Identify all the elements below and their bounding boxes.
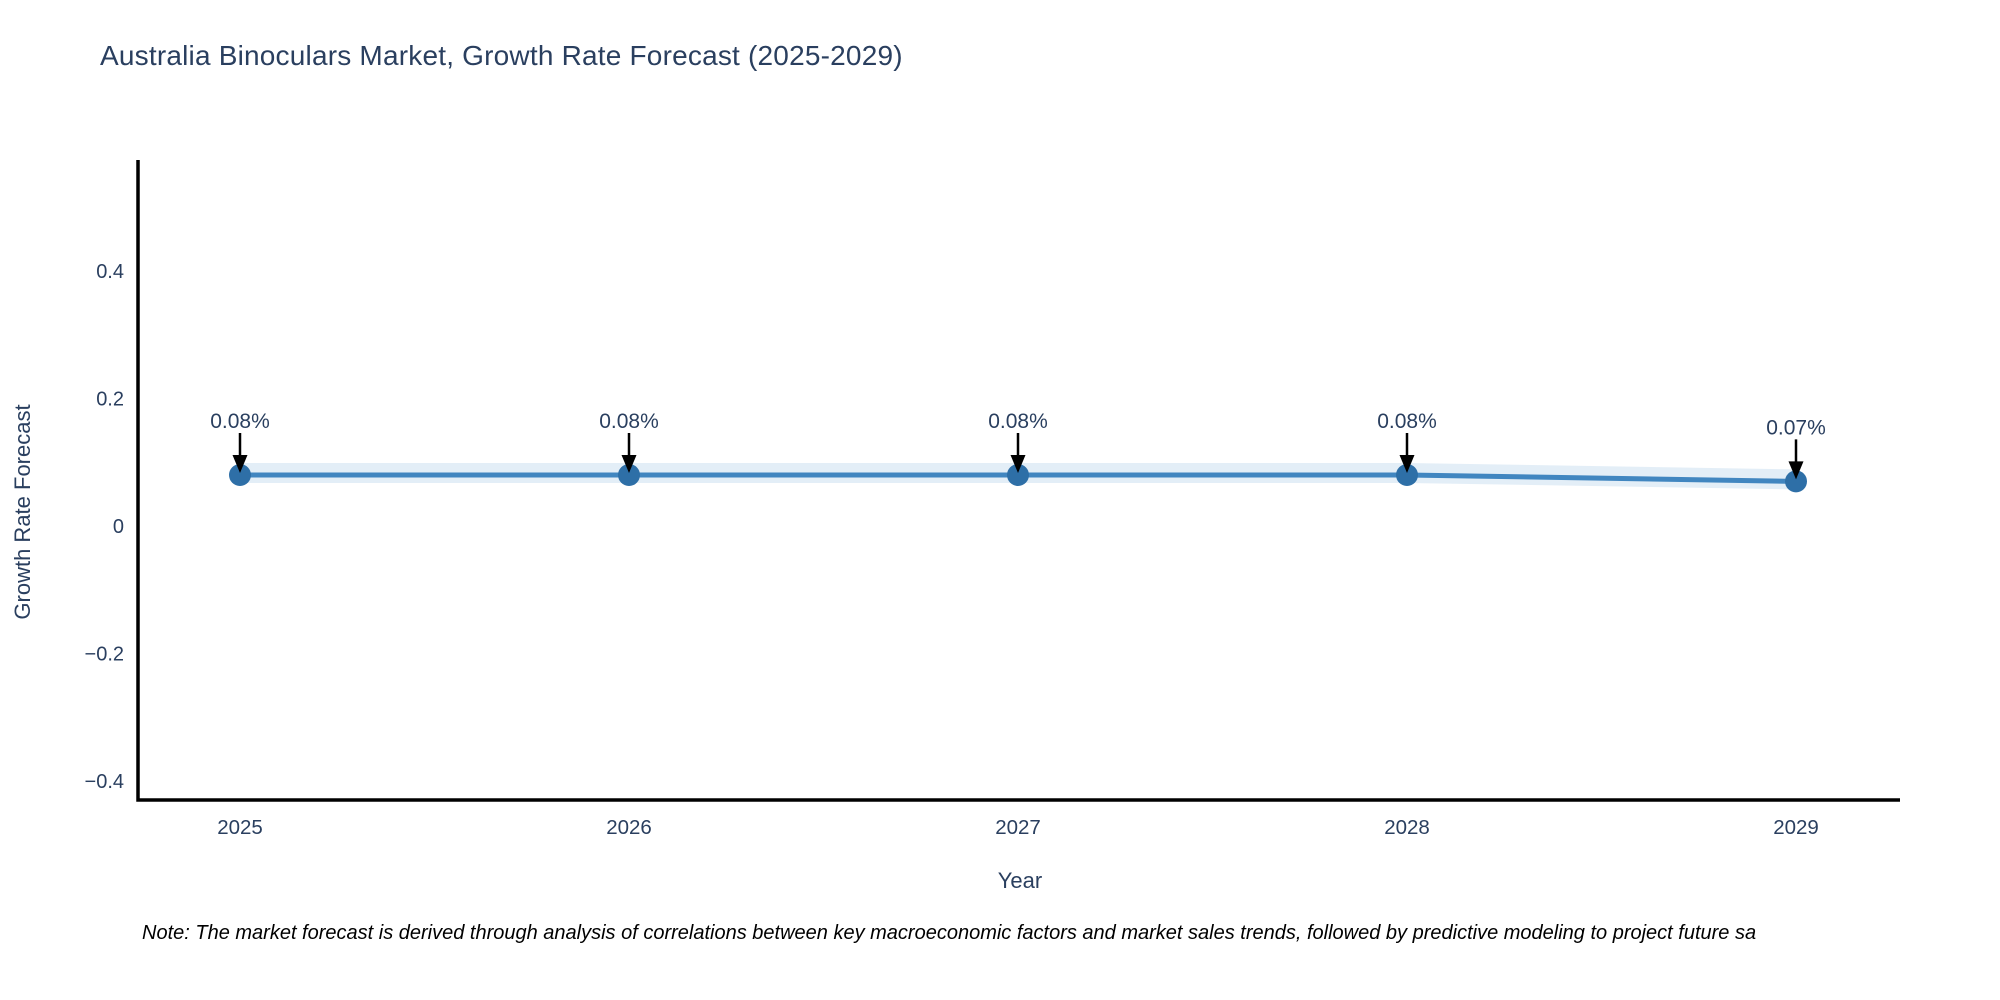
data-point-label: 0.08% — [1377, 410, 1437, 433]
y-axis-title: Growth Rate Forecast — [10, 404, 35, 619]
data-point-layer — [229, 464, 1807, 493]
y-tick-label: 0 — [113, 516, 124, 538]
x-tick-label: 2025 — [217, 816, 263, 839]
x-tick-label: 2026 — [606, 816, 652, 839]
x-axis-title: Year — [998, 868, 1042, 893]
annotation-arrowhead — [1010, 455, 1026, 473]
axis-layer: 0.4 0.2 0 −0.2 −0.4 2025 2026 2027 2028 2029 — [85, 160, 1900, 839]
data-point-marker — [1396, 464, 1418, 486]
data-point-label: 0.07% — [1766, 416, 1826, 439]
chart-title: Australia Binoculars Market, Growth Rate… — [100, 40, 903, 71]
axis-spines — [136, 160, 1900, 802]
y-tick-label: −0.4 — [85, 771, 124, 793]
data-point-marker — [229, 464, 251, 486]
data-point-label: 0.08% — [988, 410, 1048, 433]
data-point-label: 0.08% — [210, 410, 270, 433]
annotation-arrowhead — [1399, 455, 1415, 473]
data-point-marker — [1007, 464, 1029, 486]
data-point-marker — [618, 464, 640, 486]
x-tick-label: 2028 — [1384, 816, 1430, 839]
x-tick-label: 2027 — [995, 816, 1041, 839]
forecast-methodology-note: Note: The market forecast is derived thr… — [142, 922, 1757, 944]
x-tick-label: 2029 — [1773, 816, 1819, 839]
annotation-arrowhead — [621, 455, 637, 473]
annotation-arrowhead — [232, 455, 248, 473]
y-tick-label: 0.4 — [96, 261, 124, 283]
data-point-marker — [1785, 470, 1807, 493]
y-tick-label: 0.2 — [96, 389, 124, 411]
data-point-label: 0.08% — [599, 410, 659, 433]
y-tick-label: −0.2 — [85, 644, 124, 666]
annotation-arrowhead — [1788, 461, 1804, 480]
annotation-layer: 0.08% 0.08% 0.08% 0.08% 0.07% — [210, 410, 1826, 480]
